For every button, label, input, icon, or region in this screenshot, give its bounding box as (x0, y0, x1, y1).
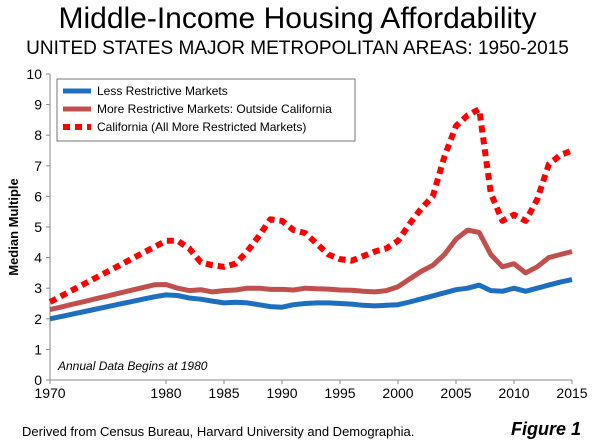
axes: 0 1 2 3 4 5 6 7 8 9 10 1970 1980 1985 1990 1995 2000 2005… (6, 66, 588, 401)
y-axis-label: Median Multiple (6, 178, 21, 276)
y-tick-label: 10 (26, 66, 42, 82)
x-tick-label: 2000 (382, 385, 413, 401)
y-tick-label: 6 (34, 188, 42, 204)
series-line-1 (49, 277, 573, 322)
y-tick-label: 8 (34, 127, 42, 143)
x-tick-label: 1995 (324, 385, 355, 401)
x-tick-label: 1985 (208, 385, 239, 401)
y-tick-label: 1 (34, 341, 42, 357)
y-tick-label: 0 (34, 372, 42, 388)
series-line-3 (48, 106, 574, 305)
annotation-note: Annual Data Begins at 1980 (57, 359, 208, 373)
x-tick-label: 1990 (266, 385, 297, 401)
legend-label-3: California (All More Restricted Markets) (97, 120, 306, 134)
x-tick-label: 1980 (150, 385, 181, 401)
y-tick-label: 2 (34, 311, 42, 327)
series-group (48, 106, 574, 322)
x-tick-label: 2010 (498, 385, 529, 401)
x-tick-label: 2015 (556, 385, 587, 401)
y-tick-label: 3 (34, 280, 42, 296)
y-tick-label: 9 (34, 97, 42, 113)
legend: Less Restrictive Markets More Restrictive… (56, 78, 356, 142)
chart-title: Middle-Income Housing Affordability (58, 2, 537, 35)
y-tick-label: 7 (34, 158, 42, 174)
figure-label: Figure 1 (510, 419, 581, 439)
legend-box (56, 78, 356, 142)
chart-subtitle: UNITED STATES MAJOR METROPOLITAN AREAS: … (26, 38, 569, 59)
x-tick-label: 2005 (440, 385, 471, 401)
legend-label-1: Less Restrictive Markets (97, 84, 228, 98)
y-tick-label: 5 (34, 219, 42, 235)
source-note: Derived from Census Bureau, Harvard Univ… (22, 424, 415, 439)
y-tick-label: 4 (34, 250, 42, 266)
legend-label-2: More Restrictive Markets: Outside Califo… (97, 102, 332, 116)
series-line-2 (49, 227, 573, 313)
x-tick-label: 1970 (34, 385, 65, 401)
